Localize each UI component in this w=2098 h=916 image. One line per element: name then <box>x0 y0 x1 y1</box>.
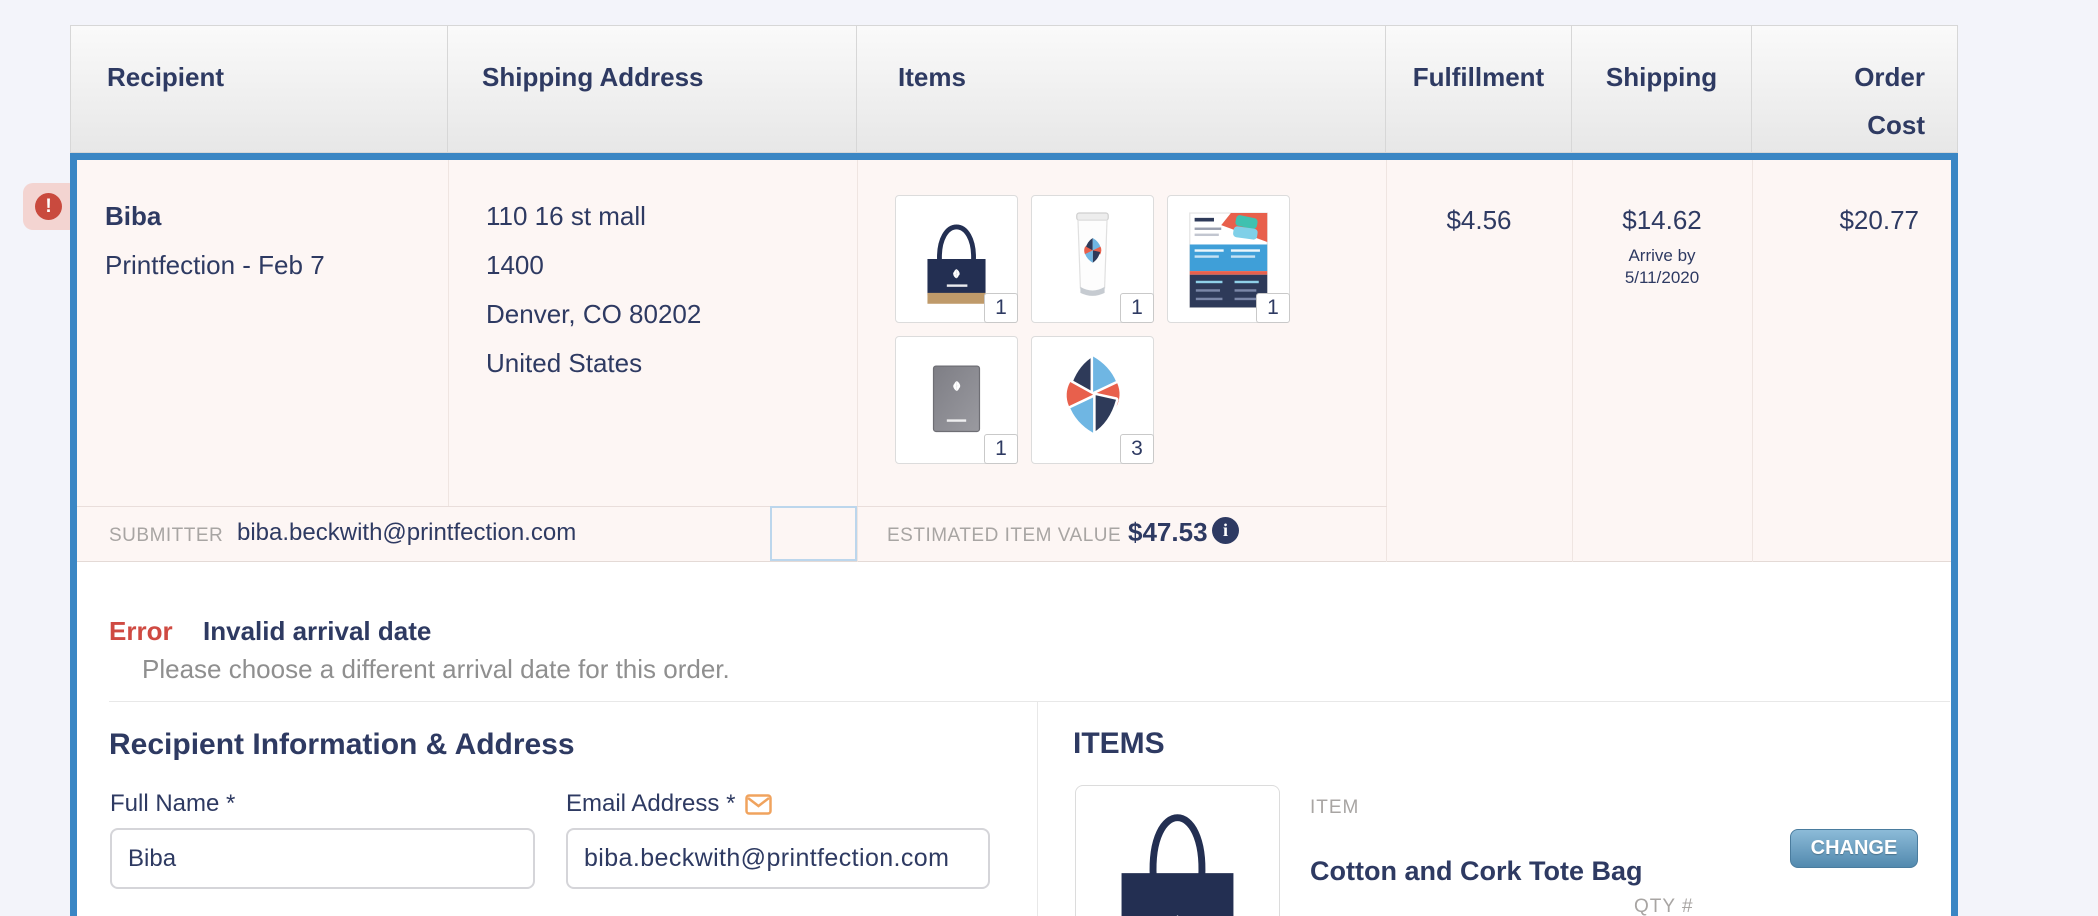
address-line: 110 16 st mall <box>486 201 646 231</box>
shipping-arrival-note: Arrive by 5/11/2020 <box>1624 246 1700 287</box>
tumbler-icon <box>1076 212 1109 296</box>
order-row-panel[interactable]: Biba Printfection - Feb 7 110 16 st mall… <box>70 153 1958 916</box>
item-thumbnail-notebook: 1 <box>895 336 1018 464</box>
qty-label: QTY # <box>1634 896 1694 916</box>
notebook-icon <box>932 365 981 433</box>
address-line: United States <box>486 348 643 378</box>
change-item-button[interactable]: CHANGE <box>1790 829 1918 868</box>
item-thumbnail-flyer: 1 <box>1167 195 1290 323</box>
expander-cell[interactable] <box>770 506 857 561</box>
column-header-shipping-address: Shipping Address <box>448 26 857 152</box>
info-icon[interactable]: i <box>1212 517 1239 544</box>
submitter-email: biba.beckwith@printfection.com <box>237 519 577 546</box>
item-qty-badge: 1 <box>1120 293 1154 323</box>
item-qty-badge: 3 <box>1120 434 1154 464</box>
tote-bag-large-icon <box>1121 814 1234 916</box>
fulfillment-cost: $4.56 <box>1446 205 1512 235</box>
column-header-recipient: Recipient <box>71 26 448 152</box>
item-qty-badge: 1 <box>984 293 1018 323</box>
submitter-strip: SUBMITTER biba.beckwith@printfection.com… <box>77 506 1951 562</box>
item-qty-badge: 1 <box>984 434 1018 464</box>
flyer-icon <box>1189 212 1268 309</box>
section-divider <box>109 701 1950 702</box>
estimated-item-value-label: ESTIMATED ITEM VALUE <box>887 525 1122 546</box>
estimated-item-value: $47.53 <box>1128 517 1208 547</box>
item-thumbnail-tumbler: 1 <box>1031 195 1154 323</box>
recipient-name: Biba <box>105 201 162 231</box>
shipping-address-cell: 110 16 st mall 1400 Denver, CO 80202 Uni… <box>486 192 701 388</box>
items-panel-heading: ITEMS <box>1073 727 1165 760</box>
column-header-order-cost: Order Cost <box>1854 62 1925 140</box>
orders-table-header: Recipient Shipping Address Items Fulfill… <box>70 25 1958 153</box>
envelope-icon <box>745 793 773 815</box>
row-error-badge: ! <box>23 183 79 230</box>
item-thumbnail-logo-sticker: 3 <box>1031 336 1154 464</box>
item-label: ITEM <box>1310 797 1360 818</box>
full-name-input[interactable] <box>110 828 535 889</box>
recipient-campaign: Printfection - Feb 7 <box>105 250 325 280</box>
recipient-form-heading: Recipient Information & Address <box>109 728 575 761</box>
item-qty-badge: 1 <box>1256 293 1290 323</box>
error-title: Invalid arrival date <box>203 616 432 646</box>
shipping-cost: $14.62 <box>1622 205 1702 235</box>
item-thumbnails: 1 <box>895 195 1315 464</box>
item-thumbnail-tote-bag: 1 <box>895 195 1018 323</box>
column-header-shipping: Shipping <box>1572 26 1752 152</box>
item-card-image <box>1075 785 1280 916</box>
logo-sticker-icon <box>1064 354 1123 436</box>
error-label: Error <box>109 616 173 646</box>
column-header-fulfillment: Fulfillment <box>1386 26 1572 152</box>
item-name: Cotton and Cork Tote Bag <box>1310 856 1643 886</box>
column-divider <box>1037 702 1038 916</box>
address-line: Denver, CO 80202 <box>486 299 702 329</box>
order-row-summary[interactable]: Biba Printfection - Feb 7 110 16 st mall… <box>77 160 1951 562</box>
tote-bag-icon <box>927 224 986 304</box>
recipient-cell: Biba Printfection - Feb 7 <box>105 192 325 290</box>
submitter-label: SUBMITTER <box>109 525 224 546</box>
alert-icon: ! <box>35 193 62 220</box>
email-input[interactable] <box>566 828 990 889</box>
full-name-label: Full Name * <box>110 790 236 817</box>
column-header-items: Items <box>857 26 1386 152</box>
error-message: Please choose a different arrival date f… <box>142 654 730 684</box>
order-cost: $20.77 <box>1839 205 1919 235</box>
address-line: 1400 <box>486 250 544 280</box>
email-label: Email Address * <box>566 790 773 818</box>
